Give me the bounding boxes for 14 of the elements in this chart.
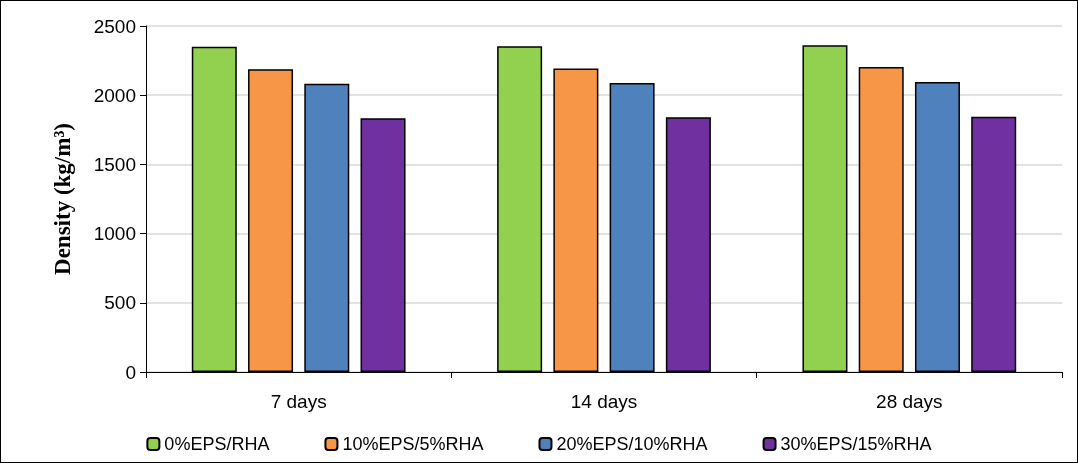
y-tick-label: 1000 <box>93 223 136 245</box>
y-tick-label: 2500 <box>93 15 136 37</box>
legend-label: 30%EPS/15%RHA <box>780 434 932 454</box>
y-tick-label: 1500 <box>93 153 136 175</box>
legend-label: 0%EPS/RHA <box>164 434 270 454</box>
x-tick-label: 28 days <box>876 391 943 412</box>
y-axis-title: Density (kg/m³) <box>50 123 75 275</box>
x-tick-label: 7 days <box>270 391 327 412</box>
y-tick-label: 0 <box>125 361 136 383</box>
x-tick-label: 14 days <box>570 391 638 412</box>
y-tick-label: 2000 <box>93 84 136 106</box>
y-tick-label: 500 <box>104 292 136 314</box>
legend-label: 10%EPS/5%RHA <box>342 434 484 454</box>
legend-label: 20%EPS/10%RHA <box>556 434 708 454</box>
